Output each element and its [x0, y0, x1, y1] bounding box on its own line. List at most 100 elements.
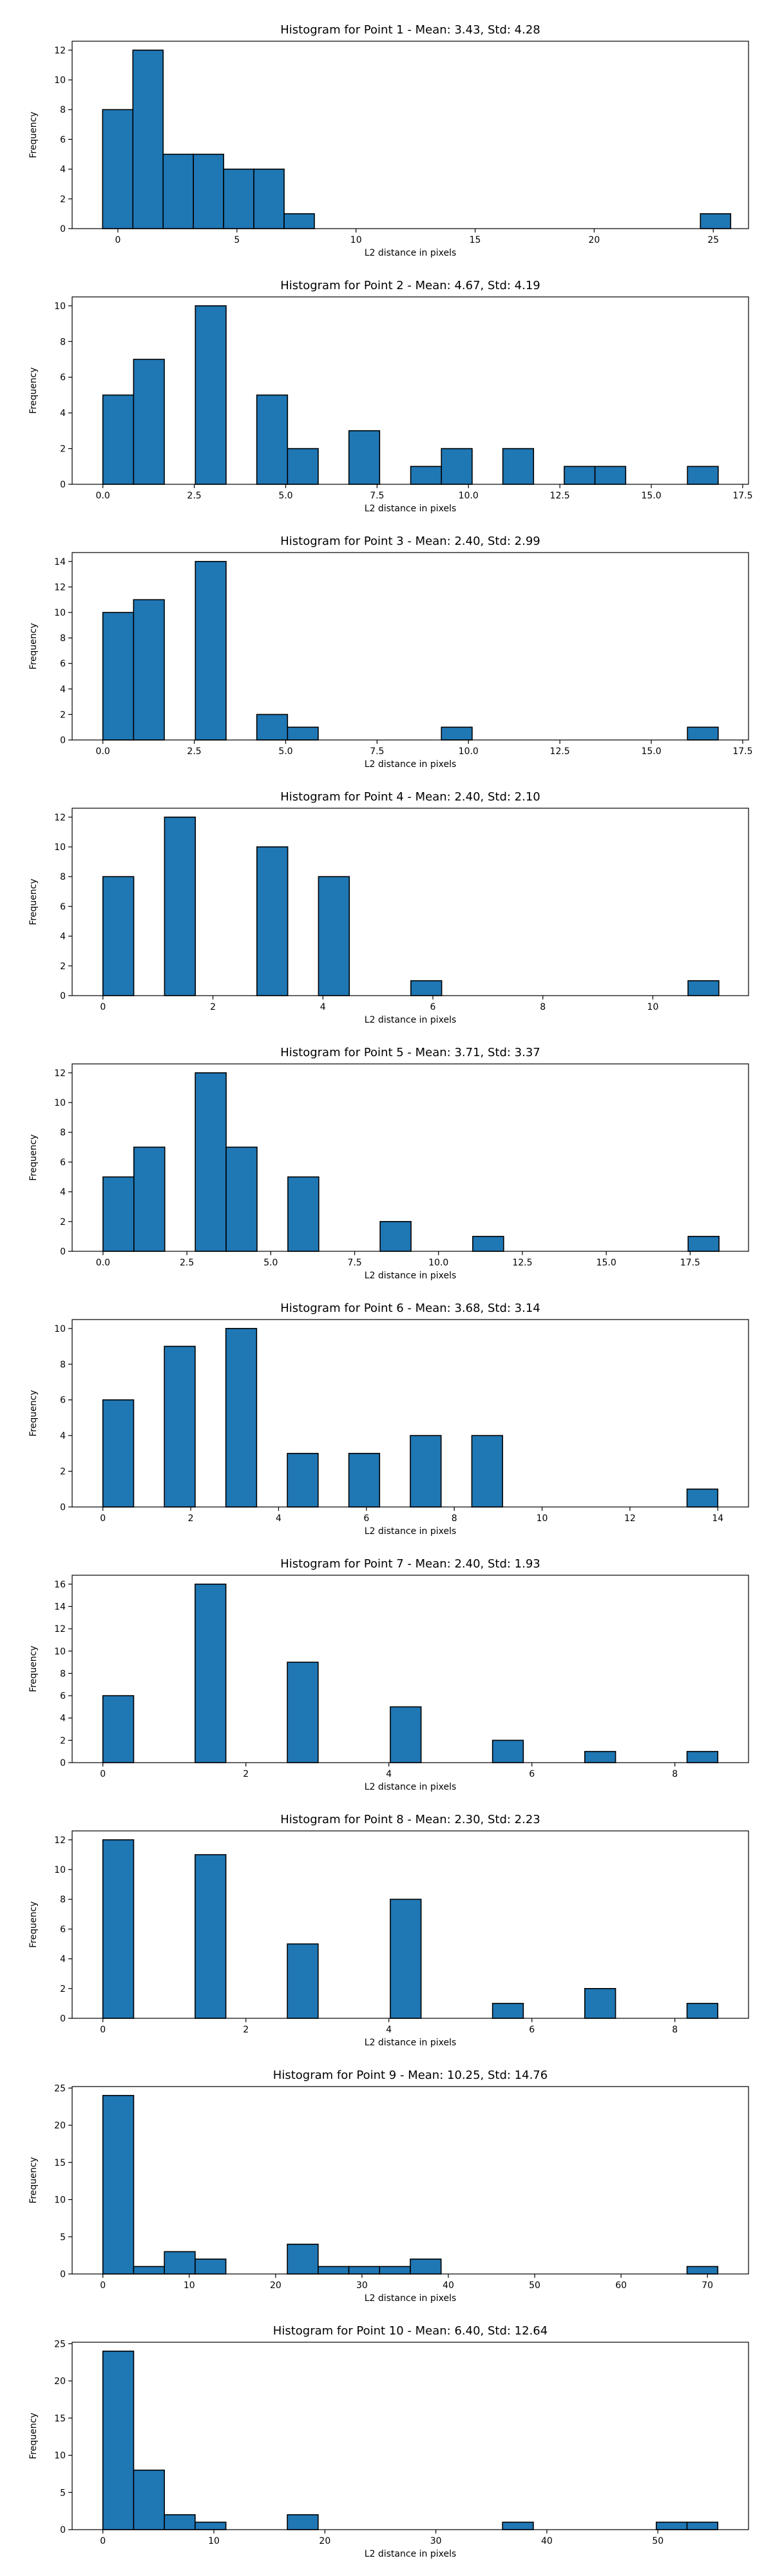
x-axis-label: L2 distance in pixels — [365, 1526, 457, 1537]
histogram-bar — [133, 1146, 166, 1252]
y-tick-label: 6 — [60, 902, 66, 912]
y-tick-label: 0 — [60, 2525, 66, 2535]
y-tick-label: 10 — [54, 1865, 66, 1875]
histogram-bar — [686, 2266, 719, 2275]
x-axis-label: L2 distance in pixels — [365, 2293, 457, 2304]
y-tick-label: 14 — [54, 557, 66, 567]
y-tick-label: 6 — [60, 373, 66, 383]
y-tick-label: 12 — [54, 46, 66, 56]
histogram-bar — [390, 1899, 422, 2019]
histogram-panel-4: Histogram for Point 4 - Mean: 2.40, Std:… — [28, 790, 749, 1025]
histogram-bar — [700, 213, 732, 229]
x-tick-label: 7.5 — [370, 746, 384, 757]
x-tick-label: 15 — [470, 235, 481, 245]
y-tick-label: 0 — [60, 1758, 66, 1768]
y-tick-label: 2 — [60, 194, 66, 205]
y-tick-label: 6 — [60, 1157, 66, 1168]
x-tick-label: 5.0 — [278, 746, 292, 757]
x-tick-label: 8 — [672, 2025, 678, 2035]
y-tick-label: 5 — [60, 2232, 66, 2242]
histogram-bar — [410, 1435, 442, 1508]
histogram-bar — [318, 876, 350, 996]
histogram-panel-10: Histogram for Point 10 - Mean: 6.40, Std… — [28, 2324, 749, 2559]
chart-title: Histogram for Point 8 - Mean: 2.30, Std:… — [280, 1813, 540, 1826]
x-axis-label: L2 distance in pixels — [365, 2038, 457, 2048]
histogram-bar — [256, 846, 289, 996]
chart-title: Histogram for Point 3 - Mean: 2.40, Std:… — [280, 535, 540, 548]
histogram-bar — [102, 109, 134, 229]
x-tick-label: 5.0 — [263, 1258, 278, 1268]
x-tick-label: 0.0 — [96, 746, 110, 757]
histogram-bar — [584, 1988, 616, 2019]
histogram-bar — [686, 1488, 719, 1508]
x-tick-label: 15.0 — [641, 491, 661, 501]
plot-frame — [72, 1063, 749, 1252]
y-tick-label: 12 — [54, 1835, 66, 1846]
y-tick-label: 0 — [60, 480, 66, 490]
chart-title: Histogram for Point 5 - Mean: 3.71, Std:… — [280, 1046, 540, 1059]
histogram-bar — [686, 2521, 719, 2530]
y-tick-label: 16 — [54, 1580, 66, 1590]
histogram-panel-5: Histogram for Point 5 - Mean: 3.71, Std:… — [28, 1046, 749, 1281]
y-tick-label: 6 — [60, 1691, 66, 1701]
y-tick-label: 0 — [60, 735, 66, 746]
x-tick-label: 0 — [100, 2536, 106, 2546]
histogram-bar — [133, 359, 165, 485]
histogram-bar — [195, 2521, 227, 2530]
histogram-bar — [287, 1453, 319, 1508]
histogram-bar — [471, 1435, 503, 1508]
histogram-bar — [287, 2244, 319, 2275]
y-tick-label: 2 — [60, 1467, 66, 1477]
x-tick-label: 10 — [208, 2536, 220, 2546]
histogram-bar — [164, 2514, 196, 2530]
histogram-bar — [193, 153, 224, 229]
y-tick-label: 8 — [60, 337, 66, 347]
y-axis-label: Frequency — [28, 623, 39, 669]
y-tick-label: 0 — [60, 991, 66, 1001]
y-tick-label: 12 — [54, 582, 66, 592]
x-tick-label: 7.5 — [347, 1258, 361, 1268]
x-tick-label: 6 — [363, 1513, 369, 1524]
x-tick-label: 0 — [115, 235, 121, 245]
x-tick-label: 8 — [452, 1513, 457, 1524]
histogram-bar — [491, 2003, 524, 2019]
histogram-bar — [410, 980, 443, 996]
histogram-bar — [687, 466, 719, 485]
x-tick-label: 17.5 — [732, 746, 752, 757]
x-tick-label: 12.5 — [550, 491, 570, 501]
plot-frame — [72, 296, 749, 485]
x-tick-label: 2 — [243, 2025, 249, 2035]
y-axis-label: Frequency — [28, 2412, 39, 2459]
chart-title: Histogram for Point 7 - Mean: 2.40, Std:… — [280, 1557, 540, 1571]
x-axis-label: L2 distance in pixels — [365, 504, 457, 514]
x-tick-label: 2 — [243, 1769, 249, 1779]
x-tick-label: 20 — [270, 2280, 282, 2291]
histogram-bar — [686, 1750, 719, 1763]
histogram-bar — [164, 817, 196, 996]
y-tick-label: 15 — [54, 2414, 66, 2424]
x-tick-label: 14 — [712, 1513, 723, 1524]
chart-title: Histogram for Point 4 - Mean: 2.40, Std:… — [280, 790, 540, 804]
x-tick-label: 30 — [430, 2536, 442, 2546]
x-axis-label: L2 distance in pixels — [365, 1782, 457, 1792]
histogram-bar — [687, 1236, 720, 1252]
histogram-bar — [102, 1176, 135, 1252]
y-axis-label: Frequency — [28, 878, 39, 925]
histogram-bar — [102, 1839, 135, 2019]
histogram-bar — [133, 2469, 165, 2530]
x-tick-label: 6 — [529, 2025, 535, 2035]
y-tick-label: 12 — [54, 813, 66, 823]
y-tick-label: 4 — [60, 1188, 66, 1198]
x-axis-label: L2 distance in pixels — [365, 1015, 457, 1025]
chart-title: Histogram for Point 10 - Mean: 6.40, Std… — [273, 2324, 548, 2338]
plot-frame — [72, 1575, 749, 1763]
chart-title: Histogram for Point 9 - Mean: 10.25, Std… — [273, 2069, 548, 2082]
histogram-bar — [287, 448, 319, 485]
y-tick-label: 0 — [60, 2014, 66, 2024]
y-tick-label: 10 — [54, 1324, 66, 1334]
y-axis-label: Frequency — [28, 367, 39, 413]
histogram-bar — [256, 714, 289, 741]
histogram-bar — [225, 1146, 258, 1252]
y-tick-label: 0 — [60, 224, 66, 234]
